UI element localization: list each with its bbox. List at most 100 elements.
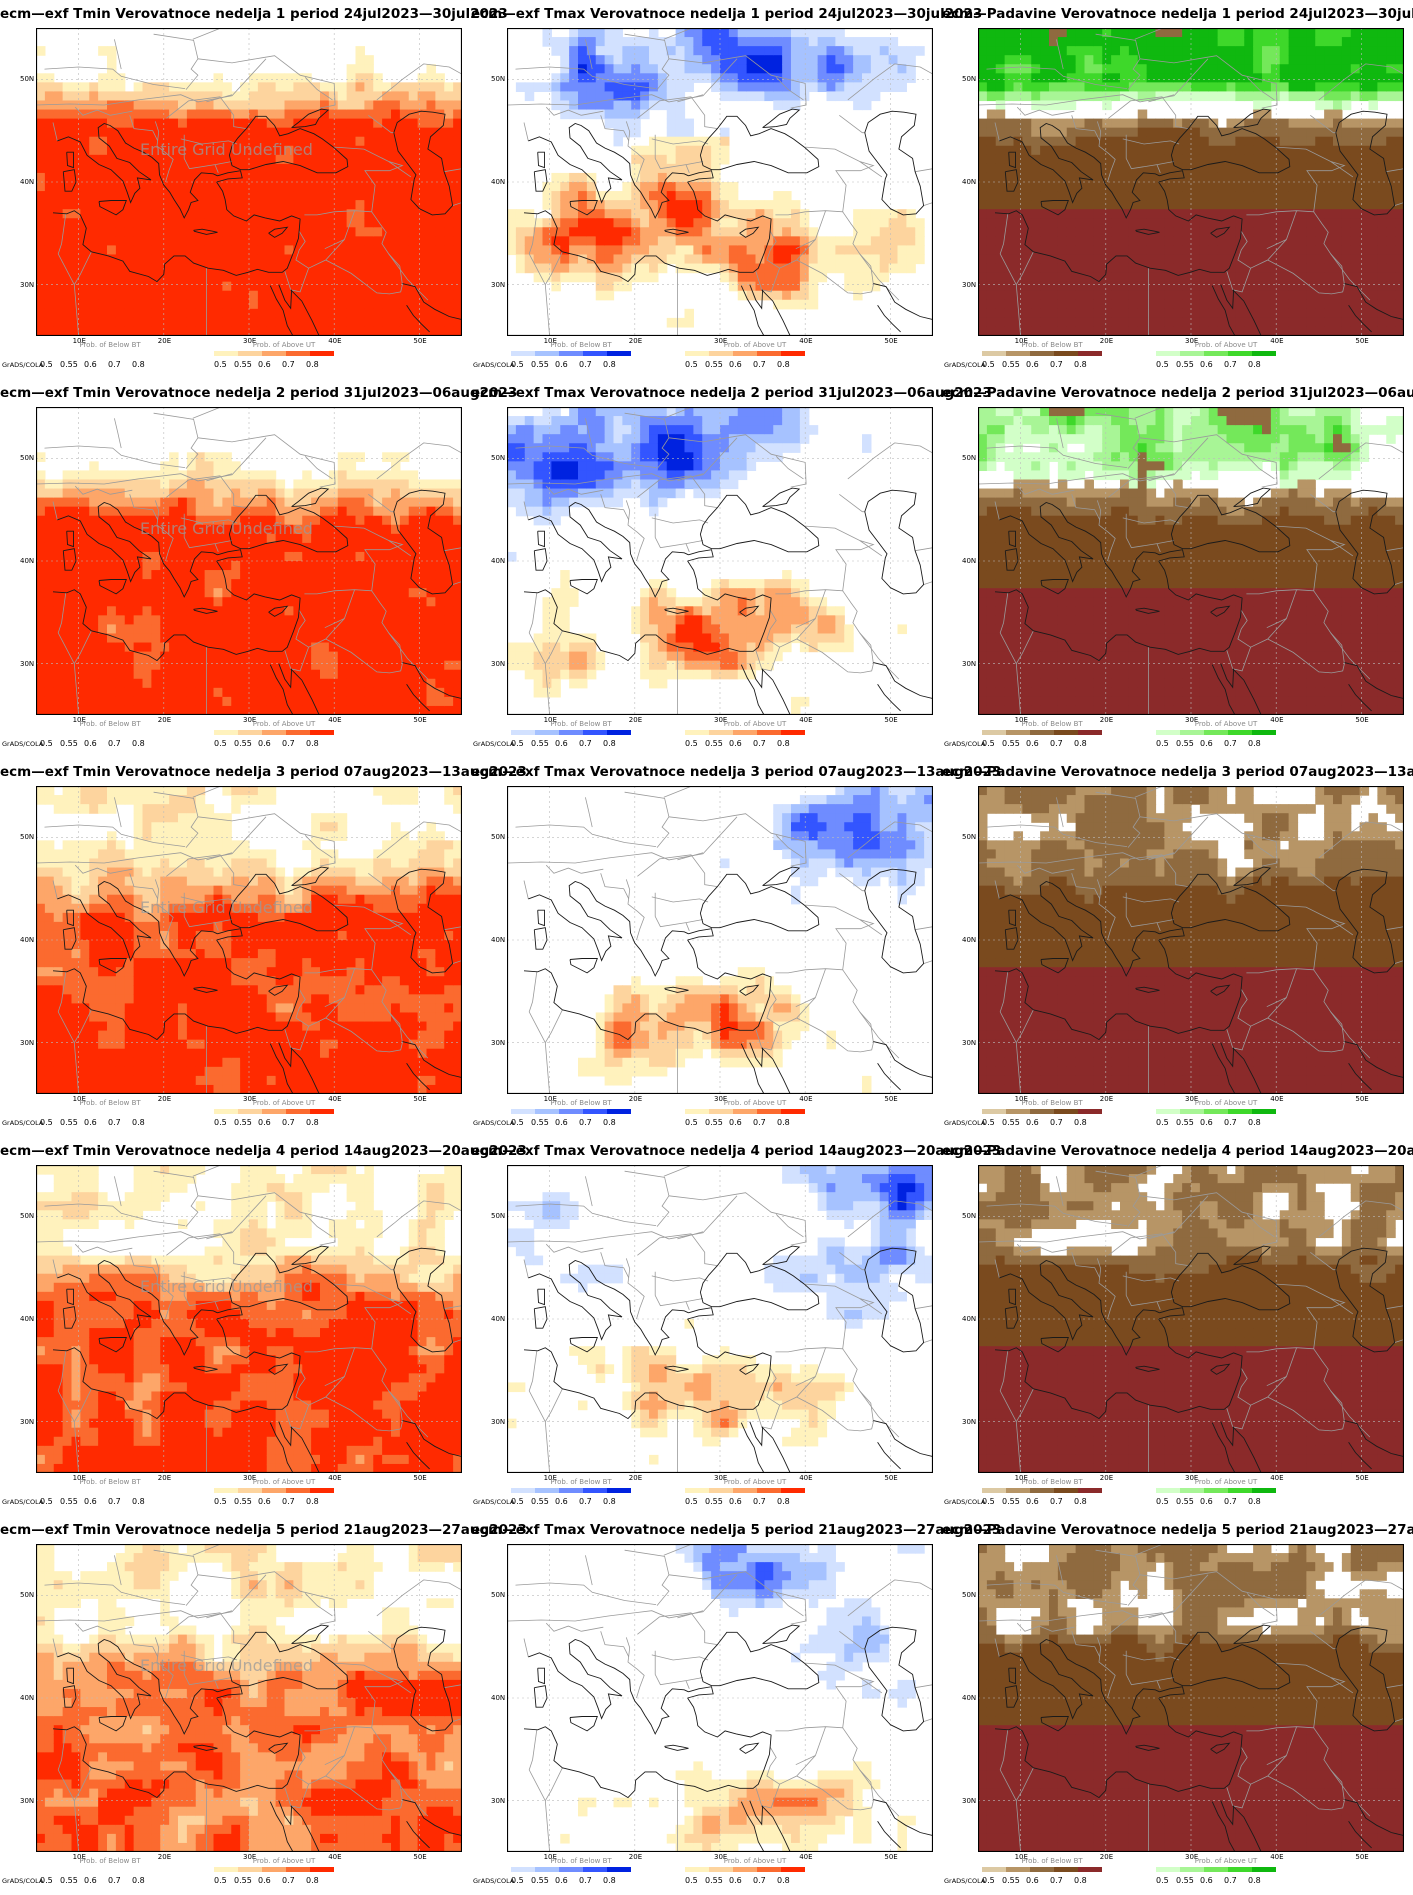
data-cell: [1324, 163, 1334, 174]
data-cell: [284, 542, 294, 553]
data-cell: [1235, 308, 1245, 319]
data-cell: [1102, 136, 1112, 147]
data-cell: [1368, 200, 1378, 210]
data-cell: [89, 615, 99, 626]
data-cell: [89, 209, 99, 219]
data-cell: [240, 551, 250, 562]
data-cell: [791, 200, 801, 210]
data-cell: [62, 696, 73, 707]
data-cell: [915, 227, 925, 237]
data-cell: [293, 606, 303, 616]
data-cell: [1040, 245, 1050, 256]
data-cell: [737, 218, 748, 228]
data-cell: [1386, 209, 1396, 219]
data-cell: [1350, 136, 1361, 147]
data-cell: [364, 209, 374, 219]
data-cell: [337, 154, 348, 165]
data-cell: [586, 91, 597, 102]
data-cell: [1120, 263, 1130, 274]
data-cell: [44, 218, 55, 228]
data-cell: [560, 236, 570, 247]
data-cell: [1128, 46, 1139, 56]
data-cell: [284, 669, 294, 680]
data-cell: [1306, 28, 1316, 38]
country-border: [1134, 28, 1164, 40]
data-cell: [578, 254, 588, 265]
data-cell: [666, 118, 677, 129]
data-cell: [115, 308, 126, 319]
longitude-label: 20E: [1099, 337, 1114, 345]
data-cell: [160, 218, 170, 228]
data-cell: [622, 281, 632, 292]
data-cell: [222, 82, 232, 93]
data-cell: [693, 254, 703, 265]
data-cell: [213, 660, 223, 671]
data-cell: [720, 227, 730, 237]
latitude-label: 30N: [962, 280, 977, 289]
data-cell: [80, 669, 90, 680]
data-cell: [355, 73, 365, 83]
legend-swatch: [982, 351, 1006, 356]
data-cell: [1341, 100, 1352, 111]
data-cell: [284, 127, 294, 138]
data-cell: [435, 82, 445, 93]
data-cell: [231, 524, 241, 535]
data-cell: [98, 172, 108, 183]
data-cell: [53, 597, 64, 607]
data-cell: [346, 272, 357, 283]
data-cell: [720, 64, 730, 74]
data-cell: [169, 100, 179, 111]
data-cell: [1315, 154, 1325, 165]
data-cell: [80, 308, 90, 319]
data-cell: [1253, 182, 1263, 192]
data-cell: [1270, 136, 1281, 147]
data-cell: [737, 263, 748, 274]
data-cell: [133, 705, 144, 715]
data-cell: [36, 163, 46, 174]
data-cell: [1173, 73, 1183, 83]
data-cell: [142, 570, 152, 580]
legend-swatch: [757, 351, 781, 356]
data-cell: [337, 191, 348, 201]
data-cell: [204, 615, 215, 626]
data-cell: [995, 218, 1006, 228]
data-cell: [382, 109, 392, 120]
data-cell: [657, 191, 668, 201]
data-cell: [1217, 209, 1228, 219]
data-cell: [151, 488, 161, 499]
longitude-label: 40E: [799, 337, 813, 345]
data-cell: [666, 82, 677, 93]
data-cell: [542, 227, 552, 237]
data-cell: [1049, 100, 1059, 111]
data-cell: [773, 200, 783, 210]
data-cell: [595, 272, 606, 283]
data-cell: [1262, 154, 1272, 165]
data-cell: [1288, 281, 1299, 292]
data-cell: [515, 82, 526, 93]
data-cell: [720, 145, 730, 156]
data-cell: [240, 136, 250, 147]
data-cell: [36, 687, 46, 698]
data-cell: [213, 127, 223, 138]
data-cell: [1359, 64, 1370, 74]
data-cell: [622, 91, 632, 102]
data-cell: [533, 227, 544, 237]
data-cell: [53, 154, 64, 165]
data-cell: [320, 145, 330, 156]
data-cell: [71, 524, 81, 535]
data-cell: [408, 182, 419, 192]
data-cell: [124, 588, 135, 598]
data-cell: [53, 515, 64, 526]
data-cell: [1111, 118, 1121, 129]
data-cell: [1262, 118, 1272, 129]
data-cell: [1386, 290, 1396, 301]
data-cell: [1137, 82, 1148, 93]
data-cell: [1173, 281, 1183, 292]
data-cell: [622, 109, 632, 120]
data-cell: [1084, 127, 1094, 138]
data-cell: [320, 281, 330, 292]
data-cell: [826, 91, 836, 102]
country-border: [214, 164, 219, 173]
data-cell: [213, 308, 223, 319]
data-cell: [1386, 299, 1396, 310]
